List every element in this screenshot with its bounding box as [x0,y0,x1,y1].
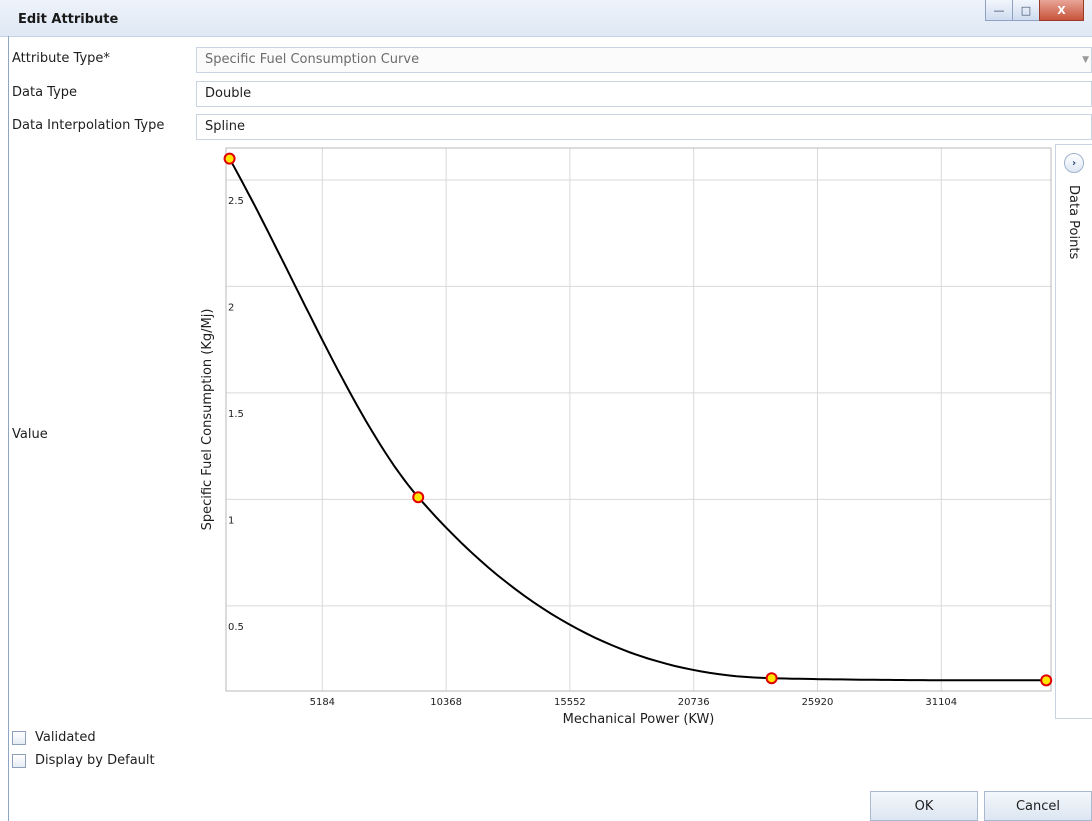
chart-ticks: 5184 10368 15552 20736 25920 31104 0.5 1 1.5 2 2.5 [228,196,957,708]
data-points-tab-label: Data Points [1066,185,1081,260]
plot-area [225,147,1052,692]
fuel-consumption-chart[interactable]: 5184 10368 15552 20736 25920 31104 0.5 1 1.5 2 2.5… [196,140,1054,730]
checkbox-box[interactable] [12,730,26,745]
expand-panel-button[interactable]: › [1064,153,1084,173]
x-tick-label: 5184 [310,697,335,708]
cancel-button[interactable]: Cancel [984,791,1092,821]
x-tick-label: 10368 [430,697,462,708]
y-tick-label: 1 [228,515,234,526]
chart-svg: 5184 10368 15552 20736 25920 31104 0.5 1 1.5 2 2.5… [200,147,1053,727]
y-tick-label: 0.5 [228,622,244,633]
x-tick-label: 15552 [554,697,586,708]
y-tick-label: 2 [228,302,234,313]
interpolation-label: Data Interpolation Type [12,118,165,133]
window-title: Edit Attribute [18,12,119,27]
title-bar: Edit Attribute — □ X [0,0,1092,37]
attribute-type-label: Attribute Type* [12,51,110,66]
data-point [765,672,778,685]
maximize-button[interactable]: □ [1012,0,1040,21]
window-border [8,36,9,821]
y-axis-label: Specific Fuel Consumption (Kg/Mj) [200,309,215,531]
y-tick-label: 1.5 [228,409,244,420]
y-tick-label: 2.5 [228,196,244,207]
display-by-default-label: Display by Default [35,753,155,768]
chevron-down-icon: ▼ [1082,55,1089,65]
value-label: Value [12,427,48,442]
data-type-field[interactable]: Double [196,81,1092,107]
series-line [228,158,1047,682]
data-type-label: Data Type [12,85,78,100]
chart-grid [226,148,1051,691]
checkbox-box[interactable] [12,753,26,768]
close-button[interactable]: X [1039,0,1084,21]
data-points [223,152,1053,687]
x-tick-label: 31104 [925,697,957,708]
validated-checkbox[interactable]: Validated [12,730,96,745]
interpolation-field[interactable]: Spline [196,114,1092,140]
window-controls: — □ X [985,0,1084,22]
data-point [412,491,425,504]
data-points-panel[interactable]: › Data Points [1055,144,1092,719]
data-point [1040,674,1053,687]
x-tick-label: 25920 [802,697,834,708]
x-tick-label: 20736 [678,697,710,708]
data-point [223,152,236,165]
attribute-type-dropdown[interactable]: Specific Fuel Consumption Curve ▼ [196,47,1092,73]
minimize-button[interactable]: — [985,0,1013,21]
validated-label: Validated [35,730,96,745]
display-by-default-checkbox[interactable]: Display by Default [12,753,155,768]
ok-button[interactable]: OK [870,791,978,821]
attribute-type-value: Specific Fuel Consumption Curve [205,52,420,67]
x-axis-label: Mechanical Power (KW) [563,712,715,727]
